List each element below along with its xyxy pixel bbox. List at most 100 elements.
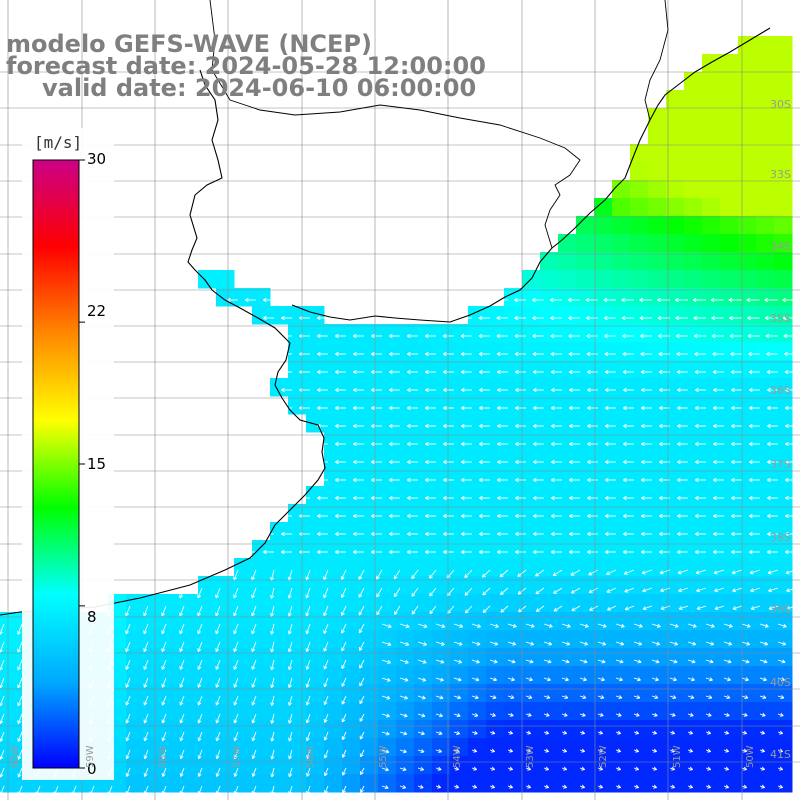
wind-cell bbox=[738, 180, 757, 199]
wind-arrow bbox=[515, 459, 526, 465]
wind-arrow bbox=[641, 459, 652, 465]
wind-arrow bbox=[464, 587, 473, 596]
wind-arrow bbox=[764, 315, 778, 321]
wind-arrow bbox=[125, 731, 131, 742]
wind-arrow bbox=[233, 785, 239, 795]
wind-cell bbox=[468, 486, 487, 505]
wind-arrow bbox=[561, 748, 567, 753]
wind-arrow bbox=[551, 477, 562, 483]
wind-cell bbox=[234, 720, 253, 739]
wind-arrow bbox=[306, 767, 311, 777]
wind-arrow bbox=[695, 495, 706, 501]
wind-arrow bbox=[624, 587, 635, 593]
wind-cell bbox=[774, 630, 793, 649]
wind-cell bbox=[432, 666, 451, 685]
wind-arrow bbox=[705, 766, 711, 771]
wind-cell bbox=[702, 252, 721, 271]
wind-cell bbox=[756, 270, 775, 289]
wind-cell bbox=[738, 162, 757, 181]
wind-arrow bbox=[270, 605, 275, 617]
wind-cell bbox=[198, 774, 217, 793]
wind-cell bbox=[666, 180, 685, 199]
wind-arrow bbox=[389, 531, 400, 537]
wind-arrow bbox=[515, 405, 526, 411]
wind-cell bbox=[522, 414, 541, 433]
wind-cell bbox=[468, 342, 487, 361]
wind-cell bbox=[504, 306, 523, 325]
wind-cell bbox=[558, 774, 577, 793]
wind-arrow bbox=[323, 659, 329, 670]
wind-cell bbox=[342, 486, 361, 505]
wind-arrow bbox=[406, 351, 418, 357]
wind-cell bbox=[522, 378, 541, 397]
wind-cell bbox=[504, 360, 523, 379]
wind-cell bbox=[504, 630, 523, 649]
wind-arrow bbox=[179, 677, 185, 688]
wind-cell bbox=[360, 702, 379, 721]
wind-cell bbox=[306, 612, 325, 631]
wind-arrow bbox=[143, 605, 149, 617]
wind-arrow bbox=[659, 569, 671, 575]
wind-arrow bbox=[677, 549, 688, 555]
wind-cell bbox=[360, 684, 379, 703]
wind-arrow bbox=[443, 405, 454, 411]
wind-arrow bbox=[782, 297, 796, 303]
wind-arrow bbox=[713, 423, 724, 429]
wind-arrow bbox=[669, 784, 675, 789]
wind-arrow bbox=[17, 659, 23, 671]
wind-cell bbox=[702, 558, 721, 577]
wind-arrow bbox=[550, 369, 562, 375]
wind-cell bbox=[432, 720, 451, 739]
wind-cell bbox=[324, 648, 343, 667]
wind-arrow bbox=[687, 712, 694, 717]
wind-arrow bbox=[561, 784, 567, 789]
wind-cell bbox=[324, 522, 343, 541]
wind-cell bbox=[486, 702, 505, 721]
wind-cell bbox=[144, 702, 163, 721]
wind-cell bbox=[666, 144, 685, 163]
wind-cell bbox=[684, 450, 703, 469]
wind-arrow bbox=[713, 387, 724, 393]
wind-arrow bbox=[251, 785, 257, 795]
wind-cell bbox=[486, 540, 505, 559]
wind-cell bbox=[288, 324, 307, 343]
wind-cell bbox=[648, 270, 667, 289]
wind-arrow bbox=[324, 785, 329, 794]
wind-cell bbox=[540, 486, 559, 505]
wind-arrow bbox=[461, 387, 472, 393]
wind-cell bbox=[738, 126, 757, 145]
wind-cell bbox=[0, 738, 19, 757]
wind-arrow bbox=[407, 477, 418, 483]
wind-cell bbox=[558, 288, 577, 307]
wind-arrow bbox=[417, 677, 427, 682]
wind-arrow bbox=[341, 695, 347, 705]
wind-cell bbox=[720, 666, 739, 685]
wind-cell bbox=[378, 558, 397, 577]
wind-arrow bbox=[481, 569, 491, 578]
wind-arrow bbox=[551, 549, 562, 555]
wind-cell bbox=[630, 396, 649, 415]
wind-arrow bbox=[389, 441, 400, 447]
wind-arrow bbox=[705, 695, 713, 700]
wind-cell bbox=[486, 558, 505, 577]
wind-cell bbox=[756, 324, 775, 343]
wind-arrow bbox=[767, 531, 778, 537]
wind-cell bbox=[486, 648, 505, 667]
wind-cell bbox=[180, 648, 199, 667]
wind-cell bbox=[702, 738, 721, 757]
wind-cell bbox=[576, 756, 595, 775]
wind-cell bbox=[720, 108, 739, 127]
wind-arrow bbox=[669, 730, 676, 735]
wind-arrow bbox=[179, 695, 185, 706]
wind-arrow bbox=[407, 441, 418, 447]
wind-cell bbox=[522, 630, 541, 649]
wind-arrow bbox=[215, 659, 221, 670]
wind-cell bbox=[396, 378, 415, 397]
wind-arrow bbox=[161, 767, 167, 777]
wind-cell bbox=[630, 306, 649, 325]
wind-cell bbox=[0, 702, 19, 721]
wind-cell bbox=[414, 522, 433, 541]
wind-arrow bbox=[696, 587, 707, 593]
wind-cell bbox=[126, 648, 145, 667]
wind-cell bbox=[702, 414, 721, 433]
